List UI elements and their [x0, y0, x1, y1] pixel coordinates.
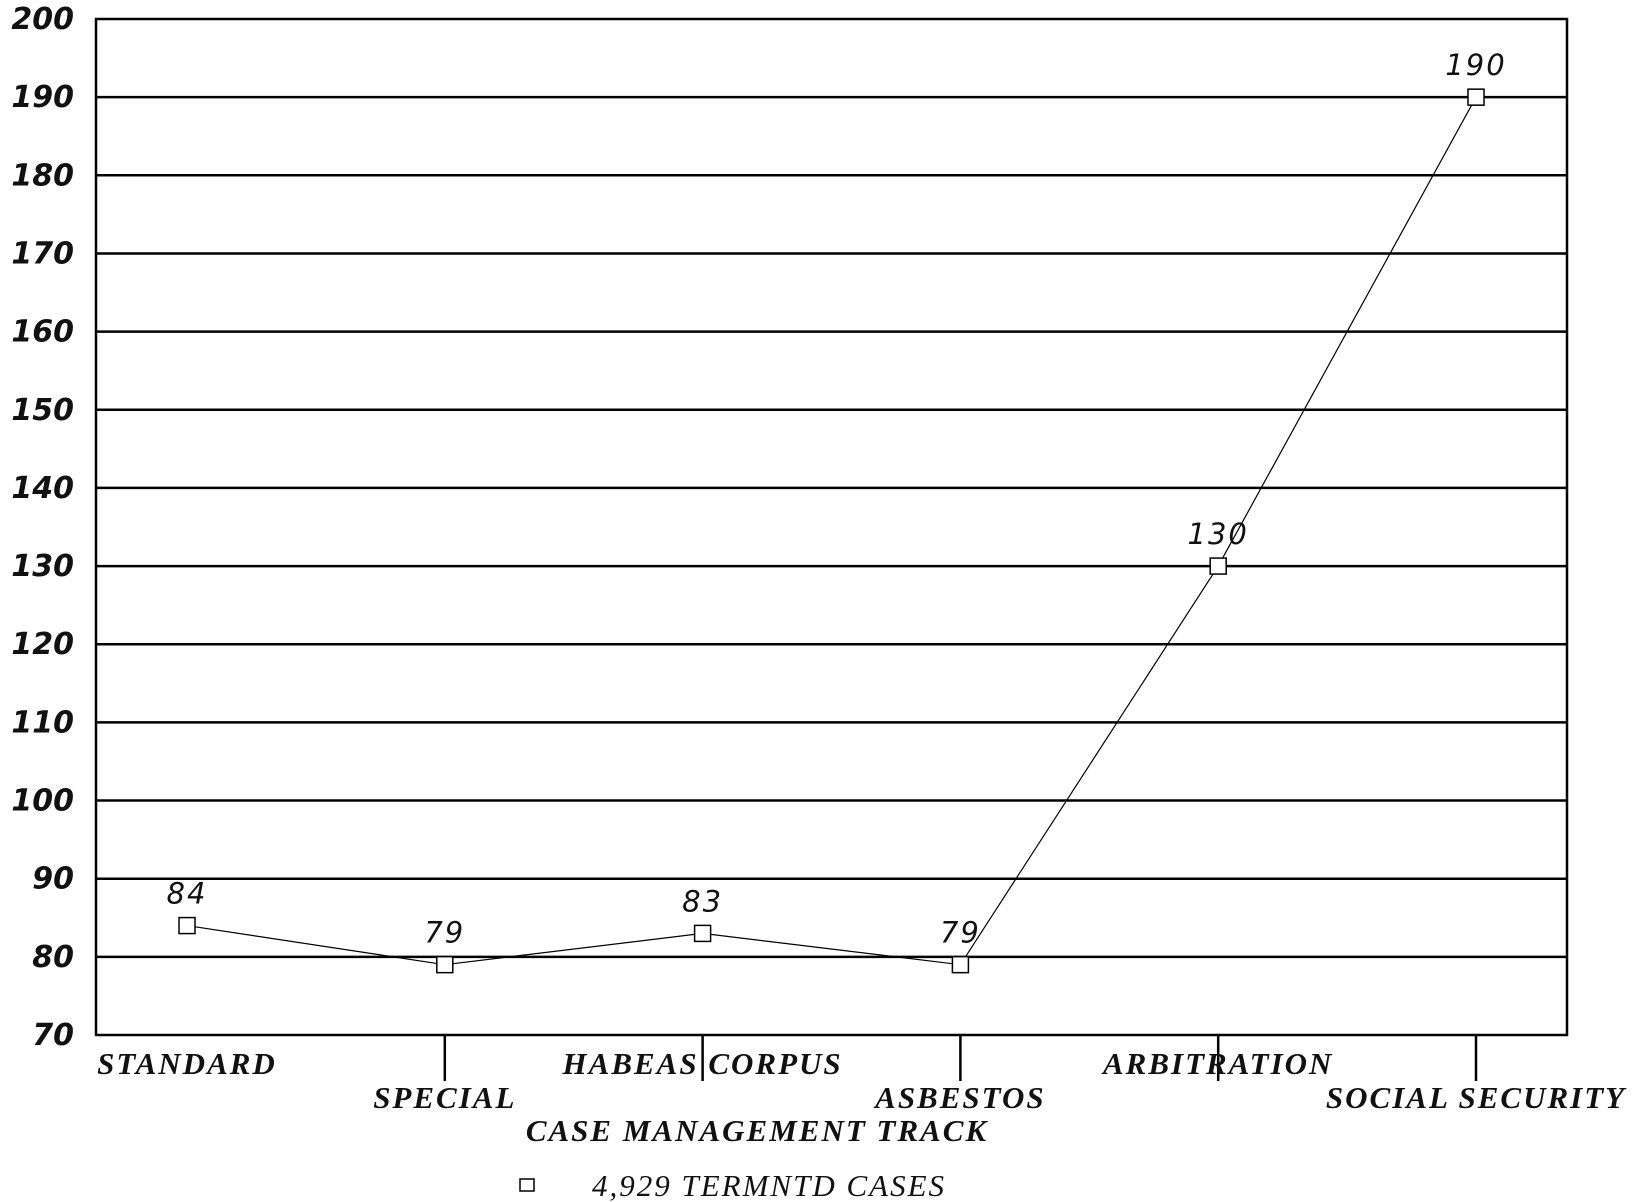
- data-label: 190: [1445, 48, 1506, 82]
- data-label: 83: [682, 884, 723, 918]
- y-tick-label: 140: [11, 471, 74, 506]
- x-axis-title: CASE MANAGEMENT TRACK: [526, 1113, 989, 1148]
- legend-label: 4,929 TERMNTD CASES: [592, 1168, 946, 1202]
- y-axis: 70 80 90 100 110 120 130 140 150 160 170 180 190 200: [11, 2, 74, 1053]
- gridlines: [96, 95, 1567, 959]
- y-tick-label: 160: [11, 315, 74, 350]
- legend-marker-square: [519, 1178, 535, 1192]
- y-tick-label: 90: [32, 862, 74, 897]
- x-tick-label: ASBESTOS: [873, 1080, 1046, 1115]
- series-group: 84 79 83 79 130 190: [167, 48, 1506, 974]
- y-tick-label: 70: [32, 1018, 74, 1053]
- data-point-marker: [1209, 557, 1227, 575]
- y-tick-label: 130: [11, 549, 74, 584]
- x-axis: STANDARD SPECIAL HABEAS CORPUS ASBESTOS ARBI…: [97, 1035, 1627, 1115]
- data-label: 130: [1188, 517, 1249, 551]
- y-tick-label: 180: [11, 158, 74, 193]
- x-tick-label: HABEAS CORPUS: [562, 1046, 843, 1081]
- y-tick-label: 80: [32, 940, 74, 975]
- data-point-marker: [1467, 88, 1485, 106]
- plot-area-frame: [94, 17, 1569, 1037]
- y-tick-label: 110: [11, 705, 74, 740]
- data-point-marker: [178, 916, 196, 935]
- y-tick-label: 170: [11, 236, 74, 271]
- x-tick-label: SOCIAL SECURITY: [1326, 1080, 1627, 1115]
- y-tick-label: 120: [11, 627, 74, 662]
- data-point-marker: [693, 924, 712, 943]
- series-line: [186, 96, 1477, 966]
- x-tick-label: STANDARD: [97, 1046, 277, 1081]
- data-label: 84: [167, 877, 208, 911]
- x-tick-label: ARBITRATION: [1101, 1046, 1333, 1081]
- data-label: 79: [940, 916, 981, 950]
- data-point-marker: [951, 955, 970, 974]
- y-tick-label: 200: [11, 2, 74, 37]
- y-tick-label: 150: [11, 393, 74, 428]
- data-label: 79: [424, 916, 465, 950]
- y-tick-label: 100: [11, 784, 74, 819]
- legend: 4,929 TERMNTD CASES: [519, 1168, 946, 1202]
- data-point-marker: [436, 955, 454, 974]
- x-tick-label: SPECIAL: [373, 1080, 516, 1115]
- y-tick-label: 190: [11, 80, 74, 115]
